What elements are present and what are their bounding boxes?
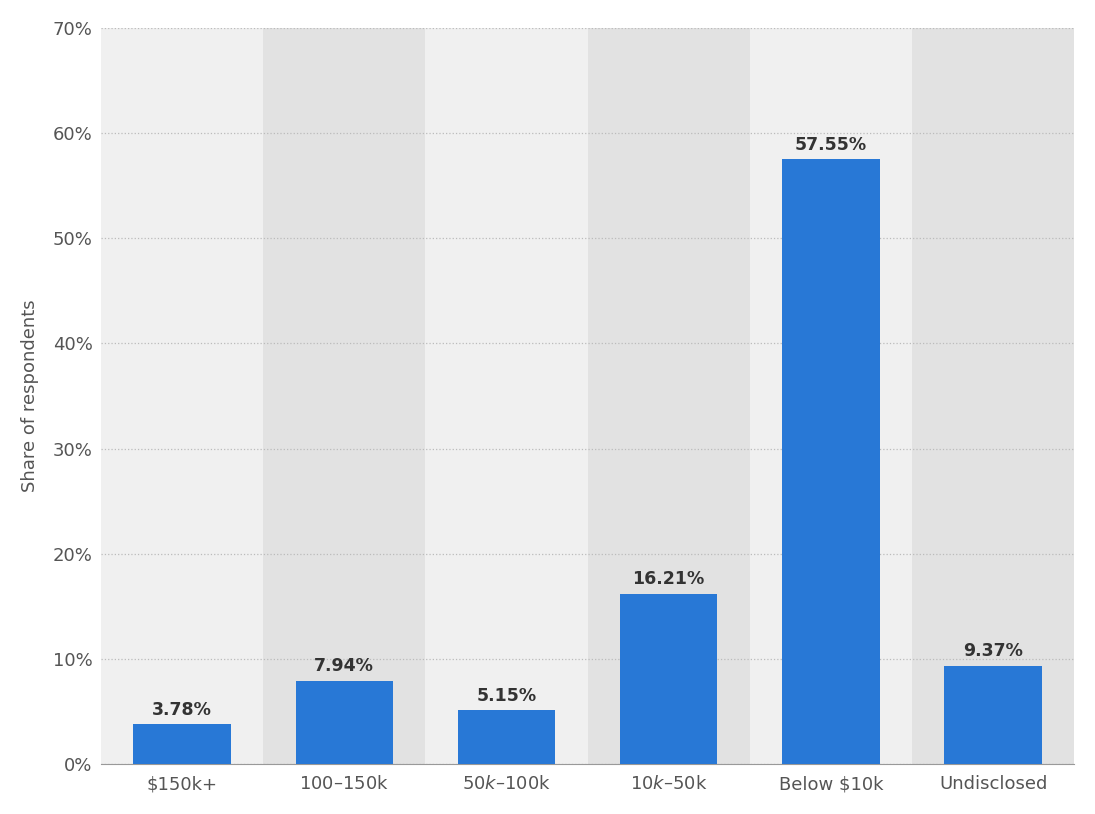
Text: 9.37%: 9.37%	[964, 642, 1023, 660]
Text: 5.15%: 5.15%	[476, 687, 537, 705]
Bar	[620, 593, 717, 764]
Bar	[296, 681, 393, 764]
Bar	[263, 28, 425, 764]
Bar	[912, 28, 1074, 764]
Bar	[425, 28, 588, 764]
Bar	[588, 28, 750, 764]
Bar	[134, 724, 231, 764]
Y-axis label: Share of respondents: Share of respondents	[21, 300, 38, 492]
Text: 16.21%: 16.21%	[633, 571, 705, 589]
Bar	[458, 710, 555, 764]
Bar	[101, 28, 263, 764]
Bar	[782, 159, 879, 764]
Text: 57.55%: 57.55%	[795, 135, 867, 154]
Text: 7.94%: 7.94%	[314, 657, 374, 676]
Bar	[944, 666, 1041, 764]
Bar	[750, 28, 912, 764]
Text: 3.78%: 3.78%	[152, 701, 212, 719]
